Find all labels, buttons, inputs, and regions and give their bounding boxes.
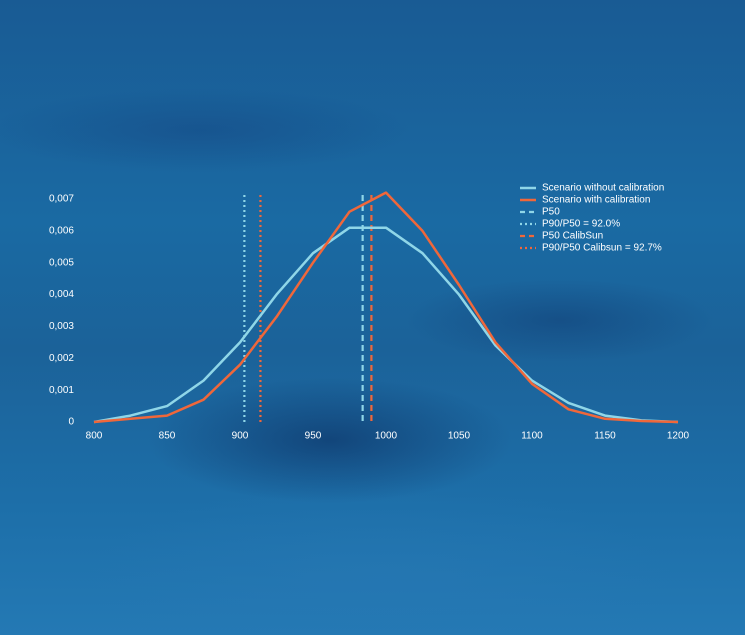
- y-tick-label: 0,005: [49, 257, 74, 268]
- x-tick-label: 800: [86, 431, 103, 442]
- y-tick-label: 0,004: [49, 289, 74, 300]
- x-tick-label: 1000: [375, 431, 398, 442]
- legend-label: P50: [542, 207, 560, 218]
- x-tick-label: 1050: [448, 431, 471, 442]
- series-line: [93, 226, 679, 424]
- x-tick-label: 900: [232, 431, 249, 442]
- x-tick-label: 950: [305, 431, 322, 442]
- y-tick-label: 0: [68, 417, 74, 428]
- y-tick-label: 0,006: [49, 225, 74, 236]
- y-tick-label: 0,003: [49, 321, 74, 332]
- series-line: [93, 191, 679, 424]
- legend-label: Scenario with calibration: [542, 195, 650, 206]
- y-tick-label: 0,001: [49, 385, 74, 396]
- legend-label: P50 CalibSun: [542, 231, 603, 242]
- legend-label: P90/P50 = 92.0%: [542, 219, 620, 230]
- y-tick-label: 0,002: [49, 353, 74, 364]
- x-tick-label: 1100: [521, 431, 543, 442]
- legend-label: P90/P50 Calibsun = 92.7%: [542, 243, 662, 254]
- legend-label: Scenario without calibration: [542, 183, 664, 194]
- x-tick-label: 850: [159, 431, 176, 442]
- x-tick-label: 1150: [594, 431, 616, 442]
- x-tick-label: 1200: [667, 431, 690, 442]
- y-tick-label: 0,007: [49, 194, 74, 205]
